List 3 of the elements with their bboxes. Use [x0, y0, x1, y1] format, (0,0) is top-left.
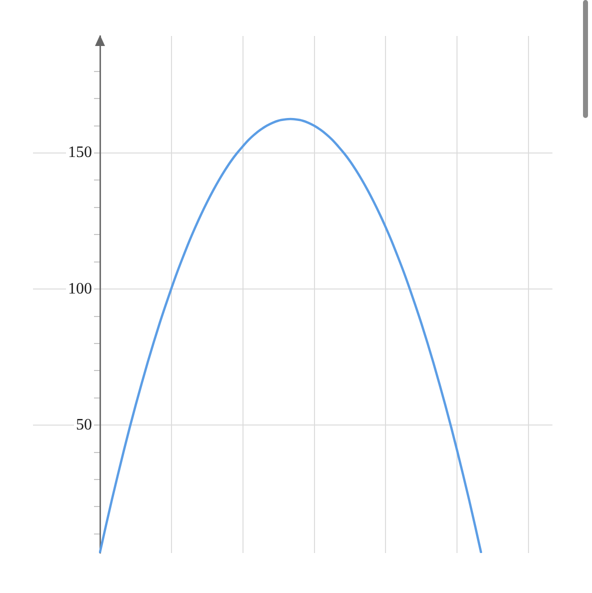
y-tick-label: 50 — [76, 416, 92, 434]
y-tick-label: 100 — [68, 280, 92, 298]
y-tick-label: 150 — [68, 144, 92, 162]
